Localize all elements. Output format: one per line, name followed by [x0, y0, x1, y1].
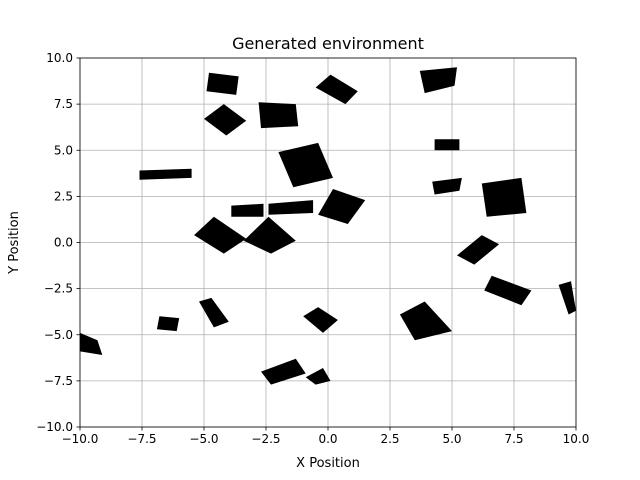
- x-tick-label: −7.5: [127, 432, 156, 446]
- obstacle: [243, 216, 296, 254]
- y-tick-label: 7.5: [54, 97, 73, 111]
- y-tick-label: −7.5: [44, 374, 73, 388]
- x-tick-label: −2.5: [251, 432, 280, 446]
- obstacle: [231, 203, 264, 217]
- x-tick-label: 10.0: [563, 432, 590, 446]
- y-tick-label: 5.0: [54, 143, 73, 157]
- y-tick-label: −5.0: [44, 328, 73, 342]
- y-tick-label: 2.5: [54, 189, 73, 203]
- obstacle: [399, 301, 452, 341]
- obstacle: [80, 332, 103, 355]
- obstacle: [204, 104, 247, 136]
- obstacle: [303, 307, 338, 333]
- obstacle: [258, 102, 299, 129]
- obstacle: [194, 216, 247, 254]
- obstacle: [434, 139, 460, 151]
- x-tick-label: 2.5: [380, 432, 399, 446]
- obstacle: [484, 275, 532, 306]
- obstacle: [457, 235, 500, 265]
- obstacle: [318, 189, 366, 224]
- obstacle: [419, 67, 457, 94]
- obstacle: [315, 74, 358, 105]
- obstacle-layer: [80, 67, 576, 385]
- y-tick-label: −10.0: [36, 420, 73, 434]
- obstacle: [261, 358, 306, 385]
- obstacle: [206, 72, 239, 95]
- obstacle: [156, 316, 180, 332]
- obstacle: [558, 281, 576, 315]
- y-tick-label: 0.0: [54, 236, 73, 250]
- chart-title: Generated environment: [232, 34, 424, 53]
- x-tick-label: 0.0: [318, 432, 337, 446]
- tick-layer: −10.0 −7.5 −5.0 −2.5 0.0 2.5 5.0 7.5 10.0 −10.0 −7…: [36, 51, 589, 446]
- obstacle: [432, 177, 462, 195]
- obstacle: [139, 168, 192, 180]
- x-tick-label: −10.0: [62, 432, 99, 446]
- x-tick-label: 7.5: [504, 432, 523, 446]
- y-tick-label: −2.5: [44, 282, 73, 296]
- x-tick-label: 5.0: [442, 432, 461, 446]
- obstacle: [199, 297, 229, 328]
- y-axis-label: Y Position: [7, 211, 22, 275]
- x-tick-label: −5.0: [189, 432, 218, 446]
- x-axis-label: X Position: [296, 456, 360, 471]
- obstacle: [305, 368, 331, 385]
- y-tick-label: 10.0: [46, 51, 73, 65]
- obstacle: [278, 142, 333, 188]
- obstacle: [268, 200, 314, 215]
- obstacle: [481, 177, 527, 217]
